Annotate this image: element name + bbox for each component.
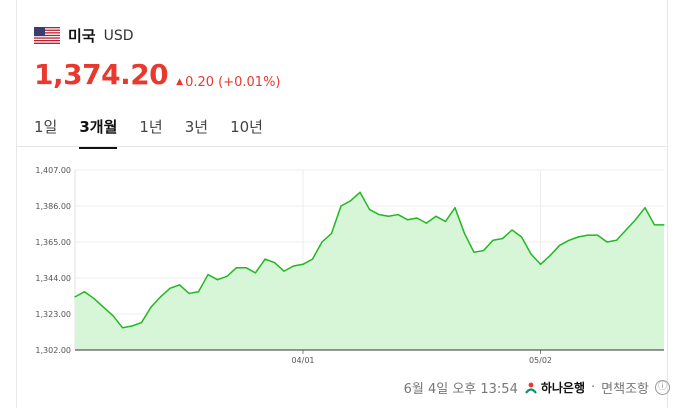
disclaimer-link[interactable]: 면책조항 [601,382,649,397]
data-point [131,325,133,327]
data-point [539,263,542,265]
data-point [606,241,608,243]
country-name: 미국 [68,27,96,45]
hana-bank-logo-icon [524,382,537,394]
data-point [283,270,285,272]
data-point [644,207,646,209]
data-point [83,291,86,293]
data-point [330,232,333,235]
data-point [416,217,418,219]
up-arrow-icon: ▲ [176,77,184,87]
data-point [454,207,456,209]
data-point [406,219,409,221]
x-tick-label: 04/01 [291,356,314,365]
data-point [511,229,513,231]
data-point [625,229,627,231]
y-tick-label: 1,386.00 [35,202,71,211]
data-point [340,205,342,207]
data-point [178,284,181,286]
data-point [273,261,276,264]
info-icon[interactable]: ⓘ [655,380,670,395]
y-tick-label: 1,344.00 [35,274,71,283]
exchange-rate-chart[interactable]: 1,302.00 1,323.00 1,344.00 1,365.00 1,386.00… [0,150,700,372]
data-point [558,244,561,247]
y-tick-label: 1,323.00 [35,310,71,319]
data-point [663,224,665,226]
data-point [93,297,95,300]
update-timestamp: 6월 4일 오후 13:54 [403,382,518,397]
current-price: 1,374.20 [34,58,169,91]
data-point [226,275,228,277]
area-fill [75,192,664,350]
quote: 1,374.20 ▲ 0.20 (+0.01%) [34,58,281,91]
data-point [235,267,238,269]
data-point [492,239,494,241]
data-point [634,219,637,221]
data-point [349,200,352,202]
data-point [387,215,390,217]
data-point [359,191,361,193]
data-point [197,291,200,293]
data-point [254,272,257,274]
data-point [216,279,219,281]
y-tick-label: 1,407.00 [35,166,71,175]
data-point [435,215,437,217]
tab-1-year[interactable]: 1년 [139,118,163,136]
data-point [188,292,190,295]
data-point [425,222,428,224]
data-point [321,241,323,243]
bank-source[interactable]: 하나은행 [524,379,585,396]
y-tick-label: 1,302.00 [35,346,71,355]
data-point [482,249,485,252]
currency-header: 미국 USD [34,25,134,46]
tab-10-years[interactable]: 10년 [230,118,263,136]
bank-name: 하나은행 [540,381,586,395]
data-point [530,253,532,255]
change-value: 0.20 (+0.01%) [185,74,281,90]
data-point [397,213,399,216]
y-tick-label: 1,365.00 [35,238,71,247]
exchange-rate-card [16,0,668,408]
x-tick-label: 05/02 [529,356,552,365]
data-point [159,296,162,298]
period-tabs: 1일 3개월 1년 3년 10년 [34,112,285,149]
data-point [463,232,466,235]
data-point [378,213,380,216]
data-point [302,263,304,265]
data-point [473,251,475,253]
tabs-divider [16,146,668,147]
chart-footer: 6월 4일 오후 13:54 하나은행 · 면책조항 ⓘ [404,378,670,397]
data-point [264,258,266,260]
data-point [587,234,589,236]
data-point [615,239,618,241]
data-point [501,237,504,240]
data-point [549,255,551,257]
data-point [596,234,599,236]
currency-code: USD [103,27,134,44]
data-point [112,315,114,317]
data-point [245,267,247,269]
data-point [169,287,171,289]
data-point [121,327,124,329]
us-flag-icon [34,27,60,44]
tab-3-months[interactable]: 3개월 [79,112,118,149]
tab-3-years[interactable]: 3년 [184,118,209,136]
data-point [102,306,105,308]
data-point [74,296,76,298]
data-point [207,273,209,276]
data-point [568,239,570,241]
data-point [140,321,143,324]
data-point [520,236,523,238]
data-point [653,224,656,226]
data-point [292,265,295,267]
data-point [311,258,314,260]
separator: · [591,380,596,395]
data-point [577,236,580,238]
data-point [368,208,371,211]
tab-1-day[interactable]: 1일 [34,118,58,136]
price-change: ▲ 0.20 (+0.01%) [176,75,280,90]
data-point [444,220,447,223]
data-point [150,306,152,308]
